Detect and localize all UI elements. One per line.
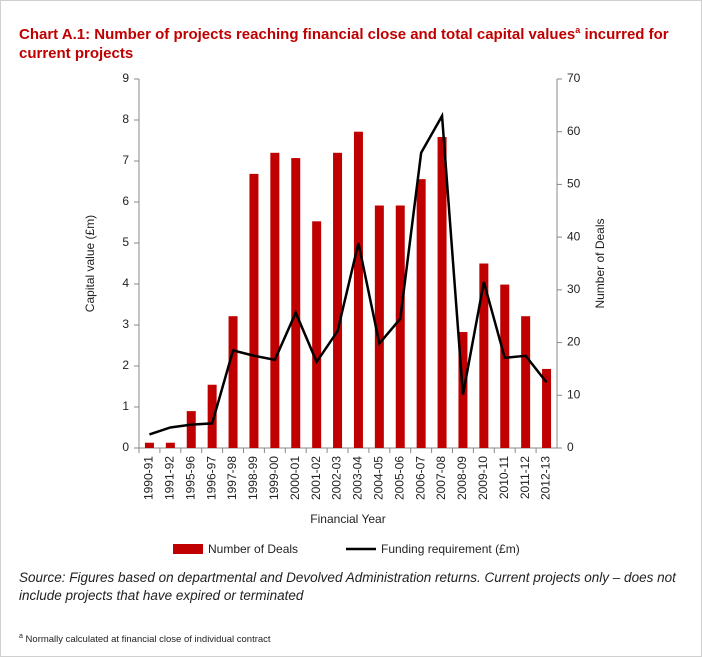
source: Source: Figures based on departmental an… xyxy=(19,570,676,603)
bar xyxy=(333,152,343,449)
y2-tick-label: 10 xyxy=(567,387,581,401)
footnote-text: Normally calculated at financial close o… xyxy=(25,634,271,646)
bar xyxy=(291,158,301,449)
legend-label: Number of Deals xyxy=(208,542,298,556)
bar xyxy=(165,442,175,448)
y2-tick-label: 70 xyxy=(567,71,581,85)
x-tick-label: 1990-91 xyxy=(142,456,156,500)
bar xyxy=(312,221,322,448)
y2-tick-label: 60 xyxy=(567,124,581,138)
y-tick-label: 0 xyxy=(122,440,129,454)
y2-axis-title: Number of Deals xyxy=(593,218,607,308)
x-tick-label: 1999-00 xyxy=(267,456,281,500)
y-tick-label: 5 xyxy=(122,235,129,249)
y-axis-title: Capital value (£m) xyxy=(83,215,97,312)
x-axis-title: Financial Year xyxy=(310,512,385,526)
line xyxy=(149,111,548,436)
bar xyxy=(228,316,238,448)
footnote: a Normally calculated at financial close… xyxy=(19,633,271,645)
bar xyxy=(416,179,426,448)
x-tick-label: 2006-07 xyxy=(413,456,427,500)
x-tick-label: 2009-10 xyxy=(476,456,490,500)
y-tick-label: 1 xyxy=(122,399,129,413)
title-marker: a xyxy=(575,25,581,35)
footnote-marker: a xyxy=(19,633,23,640)
x-tick-label: 2002-03 xyxy=(330,456,344,500)
bar xyxy=(542,368,552,448)
y-tick-label: 4 xyxy=(122,276,129,290)
legend-label: Funding requirement (£m) xyxy=(381,542,520,556)
y2-tick-label: 40 xyxy=(567,229,581,243)
bar xyxy=(395,205,405,448)
bar xyxy=(353,131,363,448)
x-tick-label: 1998-99 xyxy=(246,456,260,500)
chart-title: Chart A.1: Number of projects reaching f… xyxy=(19,21,689,63)
bar xyxy=(374,205,384,448)
y-tick-label: 8 xyxy=(122,112,129,126)
y2-tick-label: 20 xyxy=(567,335,581,349)
x-tick-label: 2003-04 xyxy=(351,456,365,500)
y-tick-label: 7 xyxy=(122,153,129,167)
x-tick-label: 2005-06 xyxy=(392,456,406,500)
y2-tick-label: 30 xyxy=(567,282,581,296)
bar xyxy=(144,442,154,448)
title-end: incurred for current projects xyxy=(19,26,669,62)
y2-tick-label: 50 xyxy=(567,177,581,191)
y-tick-label: 2 xyxy=(122,358,129,372)
bar xyxy=(270,152,280,449)
bar xyxy=(186,411,196,448)
y2-tick-label: 0 xyxy=(567,440,574,454)
x-tick-label: 2008-09 xyxy=(455,456,469,500)
x-tick-label: 1996-97 xyxy=(204,456,218,500)
bar xyxy=(207,384,217,448)
x-tick-label: 2000-01 xyxy=(288,456,302,500)
bar xyxy=(479,263,489,448)
x-tick-label: 2012-13 xyxy=(539,456,553,500)
x-tick-label: 1995-96 xyxy=(183,456,197,500)
bar xyxy=(249,173,259,448)
x-tick-label: 2007-08 xyxy=(434,456,448,500)
x-tick-label: 2010-11 xyxy=(497,456,511,499)
title-text: Chart A.1: Number of projects reaching f… xyxy=(19,26,576,43)
legend-swatch xyxy=(173,544,203,554)
y-tick-label: 3 xyxy=(122,317,129,331)
bar xyxy=(521,316,531,448)
x-tick-label: 2004-05 xyxy=(372,456,386,500)
x-tick-label: 2011-12 xyxy=(518,456,532,499)
y-tick-label: 9 xyxy=(122,71,129,85)
bar xyxy=(437,136,447,448)
x-tick-label: 1991-92 xyxy=(163,456,177,500)
x-tick-label: 1997-98 xyxy=(225,456,239,500)
y-tick-label: 6 xyxy=(122,194,129,208)
x-tick-label: 2001-02 xyxy=(309,456,323,500)
bar xyxy=(500,284,510,448)
